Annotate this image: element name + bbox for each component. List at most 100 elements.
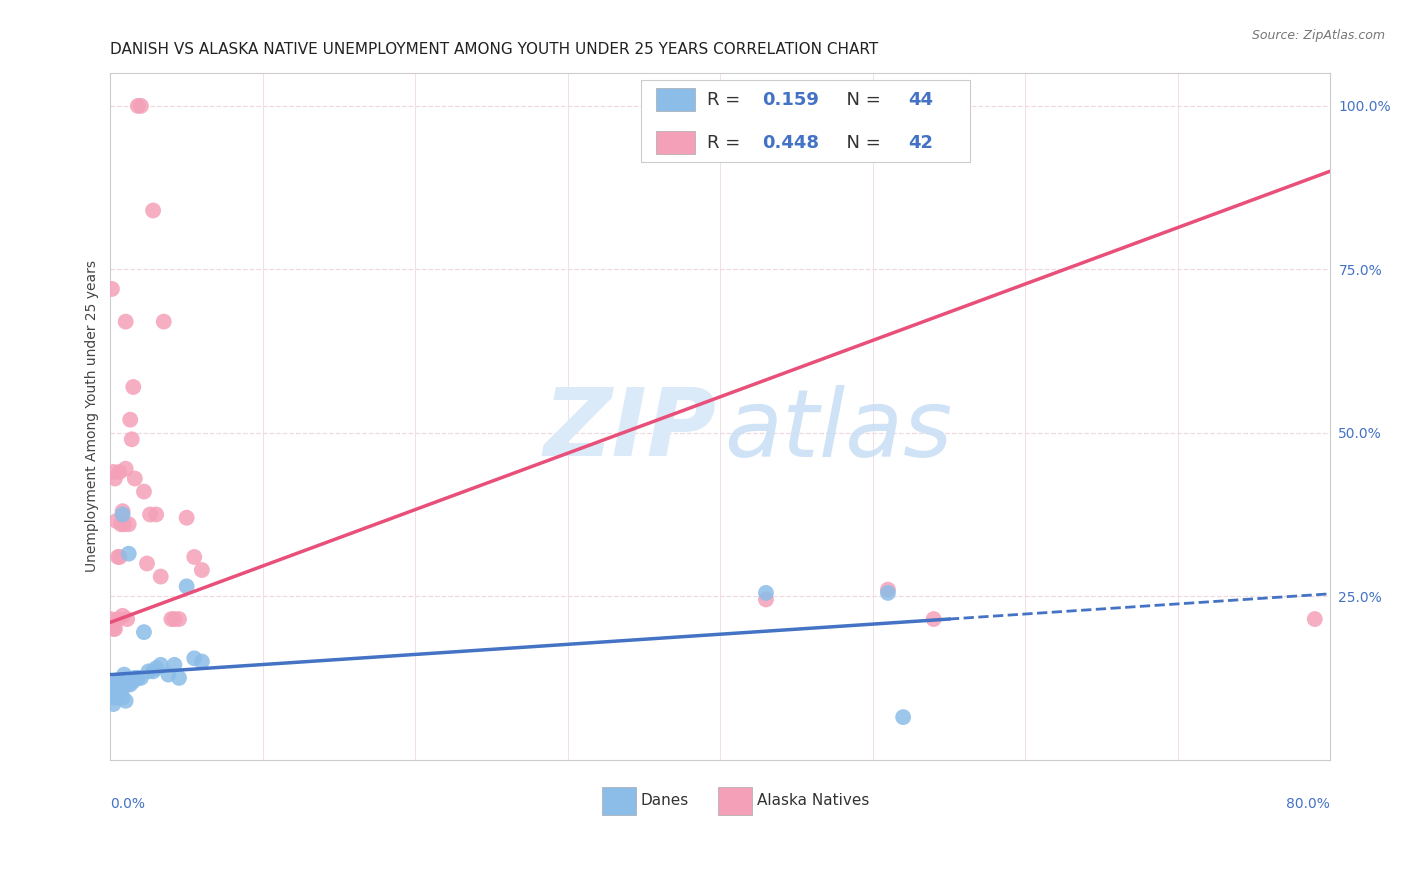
Point	[163, 657, 186, 672]
Point	[101, 681, 124, 695]
Point	[124, 671, 146, 685]
Point	[108, 465, 131, 479]
Text: 0.0%: 0.0%	[111, 797, 145, 812]
Point	[107, 612, 129, 626]
Text: R =: R =	[707, 91, 745, 109]
Point	[142, 203, 165, 218]
Point	[183, 651, 205, 665]
Point	[145, 661, 167, 675]
Point	[191, 563, 214, 577]
Point	[129, 671, 152, 685]
Point	[107, 681, 129, 695]
Point	[167, 671, 190, 685]
Point	[105, 690, 128, 705]
Point	[103, 465, 125, 479]
Point	[103, 697, 125, 711]
Text: 0.159: 0.159	[762, 91, 818, 109]
Point	[114, 694, 136, 708]
Point	[118, 517, 141, 532]
Point	[110, 684, 132, 698]
Point	[112, 517, 135, 532]
FancyBboxPatch shape	[602, 787, 636, 814]
Point	[139, 508, 162, 522]
Point	[138, 665, 160, 679]
Point	[877, 582, 900, 597]
Text: N =: N =	[835, 91, 886, 109]
FancyBboxPatch shape	[655, 88, 695, 112]
Point	[877, 586, 900, 600]
Point	[101, 282, 124, 296]
Point	[149, 657, 172, 672]
Text: 80.0%: 80.0%	[1286, 797, 1330, 812]
Point	[108, 684, 131, 698]
Point	[122, 674, 145, 689]
Point	[107, 549, 129, 564]
Point	[108, 549, 131, 564]
Point	[121, 432, 143, 446]
Point	[136, 557, 159, 571]
Point	[110, 681, 132, 695]
Text: 42: 42	[908, 134, 934, 152]
Text: DANISH VS ALASKA NATIVE UNEMPLOYMENT AMONG YOUTH UNDER 25 YEARS CORRELATION CHAR: DANISH VS ALASKA NATIVE UNEMPLOYMENT AMO…	[111, 42, 879, 57]
Text: atlas: atlas	[724, 384, 952, 475]
Point	[755, 586, 778, 600]
Point	[110, 517, 132, 532]
Point	[100, 612, 122, 626]
Text: Source: ZipAtlas.com: Source: ZipAtlas.com	[1251, 29, 1385, 42]
Point	[118, 547, 141, 561]
Point	[120, 677, 142, 691]
Point	[122, 380, 145, 394]
Point	[149, 569, 172, 583]
Point	[111, 608, 134, 623]
Point	[104, 681, 127, 695]
Point	[104, 622, 127, 636]
Point	[142, 665, 165, 679]
Text: ZIP: ZIP	[544, 384, 717, 476]
Point	[105, 684, 128, 698]
Point	[167, 612, 190, 626]
Point	[922, 612, 945, 626]
Point	[107, 690, 129, 705]
Point	[104, 690, 127, 705]
FancyBboxPatch shape	[655, 131, 695, 154]
Point	[112, 667, 135, 681]
Point	[114, 677, 136, 691]
Point	[145, 508, 167, 522]
Point	[103, 690, 125, 705]
Point	[111, 504, 134, 518]
Point	[160, 612, 183, 626]
Point	[103, 684, 125, 698]
Point	[152, 315, 174, 329]
Point	[1303, 612, 1326, 626]
FancyBboxPatch shape	[641, 80, 970, 162]
Point	[132, 484, 155, 499]
Point	[114, 315, 136, 329]
Point	[107, 674, 129, 689]
Point	[115, 612, 138, 626]
Point	[104, 677, 127, 691]
Point	[108, 674, 131, 689]
Point	[120, 412, 142, 426]
Point	[176, 510, 198, 524]
Point	[183, 549, 205, 564]
Point	[103, 622, 125, 636]
Point	[100, 677, 122, 691]
Point	[124, 471, 146, 485]
Point	[127, 671, 149, 685]
Point	[891, 710, 914, 724]
Point	[111, 508, 134, 522]
Point	[132, 625, 155, 640]
Point	[105, 514, 128, 528]
Point	[111, 690, 134, 705]
Point	[163, 612, 186, 626]
Text: Alaska Natives: Alaska Natives	[756, 793, 869, 808]
Point	[755, 592, 778, 607]
Point	[129, 99, 152, 113]
Text: R =: R =	[707, 134, 745, 152]
Point	[114, 461, 136, 475]
Text: Danes: Danes	[641, 793, 689, 808]
Text: N =: N =	[835, 134, 886, 152]
Point	[157, 667, 180, 681]
Point	[176, 579, 198, 593]
Point	[115, 677, 138, 691]
